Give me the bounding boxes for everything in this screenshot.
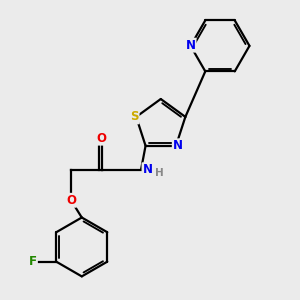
Text: H: H xyxy=(155,168,164,178)
Text: O: O xyxy=(97,132,106,145)
Text: S: S xyxy=(130,110,139,123)
Text: O: O xyxy=(66,194,76,207)
Text: F: F xyxy=(29,255,37,268)
Text: N: N xyxy=(186,39,196,52)
Text: N: N xyxy=(173,139,183,152)
Text: N: N xyxy=(142,163,152,176)
